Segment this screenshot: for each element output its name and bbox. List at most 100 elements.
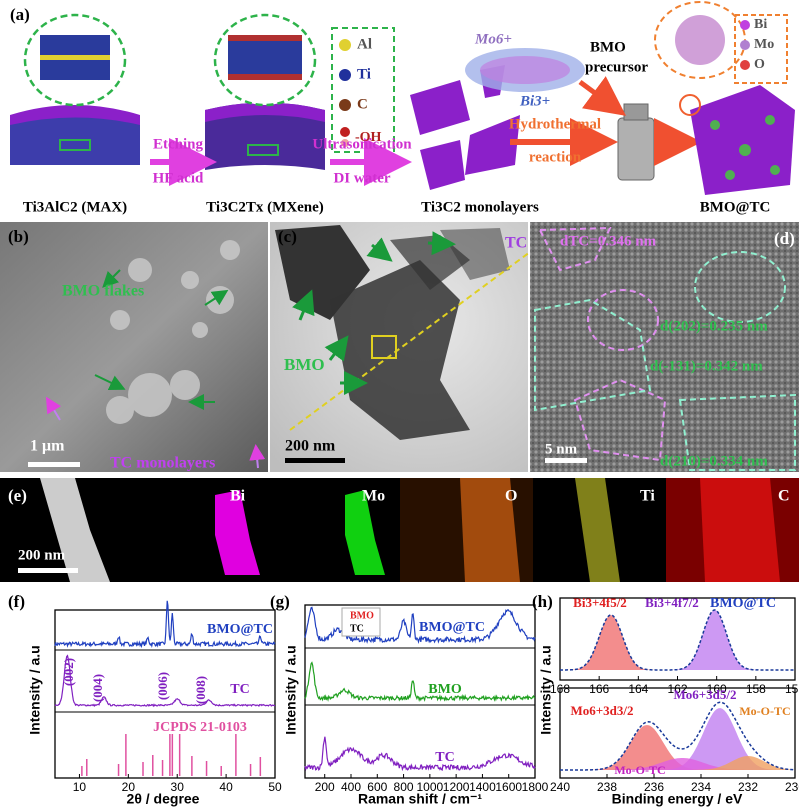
plot-frame: [559, 687, 796, 779]
element-text: O: [754, 57, 765, 72]
x-tick-label: 800: [394, 780, 414, 794]
series-label: JCPDS 21-0103: [153, 720, 247, 735]
x-tick-label: 232: [738, 780, 758, 794]
legend-text: -OH: [355, 130, 382, 145]
plot-frame: [54, 609, 276, 779]
legend-text: Ti: [357, 66, 371, 82]
fit-peak: [560, 615, 795, 670]
x-tick-label: 1800: [522, 780, 549, 794]
bmo-precursor: [465, 48, 585, 92]
series-label: TC: [435, 750, 454, 765]
element-label: C: [778, 488, 790, 505]
x-tick-label: 168: [550, 682, 570, 696]
series-label: BMO@TC: [710, 596, 776, 611]
peak-label: Mo-O-TC: [739, 704, 790, 718]
x-tick-label: 1000: [417, 780, 444, 794]
y-axis-label: Intensity / a.u: [283, 645, 299, 734]
x-tick-label: 50: [268, 780, 282, 794]
caption: Ti3C2Tx (MXene): [206, 199, 324, 215]
step-text: Hydrothermal: [509, 116, 601, 132]
x-tick-label: 160: [707, 682, 727, 696]
panel-label: (h): [532, 592, 553, 611]
ion-text: Bi3+: [519, 93, 550, 109]
x-tick-label: 156: [785, 682, 799, 696]
panel-c: (c) TC BMO 200 nm: [270, 222, 531, 472]
x-tick-label: 1200: [443, 780, 470, 794]
step-text: Etching: [153, 136, 204, 152]
caption: BMO@TC: [700, 199, 771, 215]
annotation: d(210)=0.334 nm: [660, 453, 768, 469]
peak-label: (008): [193, 676, 208, 704]
element-text: Bi: [754, 17, 767, 32]
x-tick-label: 200: [315, 780, 335, 794]
panel-label: (b): [8, 227, 29, 246]
legend-text: TC: [350, 623, 364, 634]
x-tick-label: 164: [628, 682, 648, 696]
spectrum: [304, 736, 536, 772]
peak-label: (002): [61, 658, 76, 686]
panel-label: (g): [270, 592, 290, 611]
x-tick-label: 162: [667, 682, 687, 696]
annotation: BMO flakes: [62, 283, 144, 300]
peak-label: Bi3+4f7/2: [645, 595, 699, 610]
x-tick-label: 158: [746, 682, 766, 696]
annotation: BMO: [284, 355, 325, 374]
spectrum: [560, 701, 796, 771]
panel-b: (b) BMO flakes 1 μm TC monolayers: [0, 222, 268, 472]
peak-label: Mo-O-TC: [614, 763, 665, 777]
spectrum: [560, 609, 795, 671]
fit-peak: [560, 708, 795, 770]
legend-text: BMO: [350, 610, 374, 621]
panel-label: (e): [8, 486, 27, 505]
scale-text: 200 nm: [18, 547, 66, 563]
x-axis-label: 2θ / degree: [127, 791, 200, 807]
y-axis-label: Intensity / a.u: [27, 645, 43, 734]
step-text: DI water: [333, 170, 390, 186]
annotation: TC: [505, 235, 527, 252]
spectrum: [54, 654, 276, 708]
x-tick-label: 230: [785, 780, 799, 794]
element-label: Ti: [640, 488, 655, 505]
x-tick-label: 1400: [469, 780, 496, 794]
bmo-tc: [654, 1, 795, 195]
legend-text: Al: [357, 36, 372, 52]
caption: Ti3AlC2 (MAX): [23, 199, 127, 215]
element-label: Bi: [230, 488, 246, 505]
x-tick-label: 30: [171, 780, 185, 794]
x-tick-label: 240: [550, 780, 570, 794]
x-tick-label: 238: [597, 780, 617, 794]
peak-label: Mo6+3d3/2: [570, 703, 633, 718]
x-tick-label: 236: [644, 780, 664, 794]
x-tick-label: 20: [122, 780, 136, 794]
step-text: HF acid: [153, 170, 204, 186]
x-axis-label: Raman shift / cm⁻¹: [358, 791, 482, 807]
spectrum: [54, 600, 276, 649]
annotation: d(-131)=0.342 nm: [650, 358, 763, 374]
caption: Ti3C2 monolayers: [421, 199, 539, 215]
x-tick-label: 166: [589, 682, 609, 696]
scale-text: 200 nm: [285, 438, 336, 455]
series-label: BMO@TC: [207, 622, 273, 637]
y-axis-label: Intensity / a.u: [538, 645, 554, 734]
fit-peak: [560, 758, 795, 770]
series-label: BMO@TC: [419, 620, 485, 635]
panel-a: (a) Al Ti C -OH Etching HF acid Ultrason…: [10, 1, 795, 215]
panel-label: (f): [8, 592, 25, 611]
legend-box: [341, 607, 381, 637]
annotation: TC monolayers: [110, 455, 215, 472]
panel-label: (c): [278, 227, 297, 246]
legend-box: [331, 27, 395, 153]
scale-text: 5 nm: [545, 441, 578, 457]
peak-label: (006): [155, 672, 170, 700]
legend-text: C: [357, 96, 368, 112]
element-text: Mo: [754, 37, 774, 52]
scale-text: 1 μm: [30, 438, 65, 455]
ion-text: Mo6+: [474, 31, 512, 47]
precursor-text: precursor: [585, 59, 648, 75]
spectrum: [304, 661, 535, 703]
peak-label: (004): [90, 674, 105, 702]
x-tick-label: 400: [341, 780, 361, 794]
x-tick-label: 1600: [495, 780, 522, 794]
series-label: BMO: [428, 682, 462, 697]
